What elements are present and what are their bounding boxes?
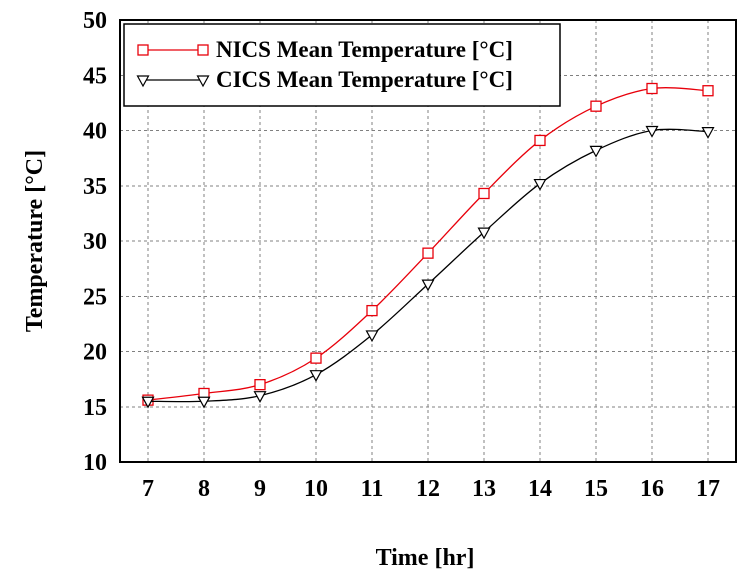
data-point <box>702 85 714 97</box>
data-point <box>365 330 379 343</box>
legend-items <box>136 44 210 88</box>
y-tick-label: 15 <box>83 395 107 421</box>
legend-marker <box>137 44 149 56</box>
y-tick-labels: 10 15 20 25 30 35 40 45 50 <box>83 8 107 476</box>
y-tick-label: 45 <box>83 63 107 89</box>
x-tick-label: 10 <box>304 476 328 502</box>
data-point <box>309 370 323 382</box>
x-tick-label: 7 <box>142 476 154 502</box>
series-nics <box>142 82 714 406</box>
legend-label-nics: NICS Mean Temperature [°C] <box>216 37 513 62</box>
x-tick-label: 11 <box>361 476 384 502</box>
series-cics <box>141 125 715 409</box>
legend-label-cics: CICS Mean Temperature [°C] <box>216 67 513 92</box>
data-point <box>645 125 659 138</box>
legend-box <box>123 23 561 107</box>
data-point <box>478 187 490 200</box>
series-layer <box>141 82 715 409</box>
y-tick-label: 40 <box>83 119 107 145</box>
x-axis-title: Time [hr] <box>376 545 475 571</box>
data-point <box>254 378 266 391</box>
x-tick-label: 12 <box>416 476 440 502</box>
x-tick-label: 14 <box>528 476 552 502</box>
x-tick-labels: 7 8 9 10 11 12 13 14 15 16 17 <box>142 476 720 502</box>
x-tick-label: 13 <box>472 476 496 502</box>
y-tick-label: 50 <box>83 8 107 34</box>
data-point <box>421 279 435 292</box>
data-point <box>366 304 378 317</box>
data-point <box>701 127 715 139</box>
data-point <box>253 391 267 403</box>
x-tick-label: 9 <box>254 476 266 502</box>
x-tick-label: 17 <box>696 476 720 502</box>
y-tick-label: 25 <box>83 284 107 310</box>
y-tick-label: 20 <box>83 340 107 366</box>
y-axis-title: Temperature [°C] <box>22 150 48 332</box>
legend: NICS Mean Temperature [°C] CICS Mean Tem… <box>123 23 561 107</box>
x-tick-label: 16 <box>640 476 664 502</box>
y-tick-label: 35 <box>83 174 107 200</box>
data-point <box>534 134 546 147</box>
legend-marker <box>196 75 210 88</box>
data-point <box>422 247 434 259</box>
data-point <box>197 396 211 409</box>
plot-frame <box>119 19 737 463</box>
data-point <box>646 82 658 95</box>
data-point <box>310 352 322 364</box>
data-point <box>141 396 155 409</box>
y-tick-label: 10 <box>83 450 107 476</box>
x-tick-label: 15 <box>584 476 608 502</box>
data-point <box>533 178 547 191</box>
data-point <box>589 145 603 158</box>
x-tick-label: 8 <box>198 476 210 502</box>
data-point <box>590 100 602 112</box>
legend-marker <box>197 44 209 56</box>
y-tick-label: 30 <box>83 229 107 255</box>
data-point <box>477 227 491 240</box>
legend-marker <box>136 75 150 88</box>
